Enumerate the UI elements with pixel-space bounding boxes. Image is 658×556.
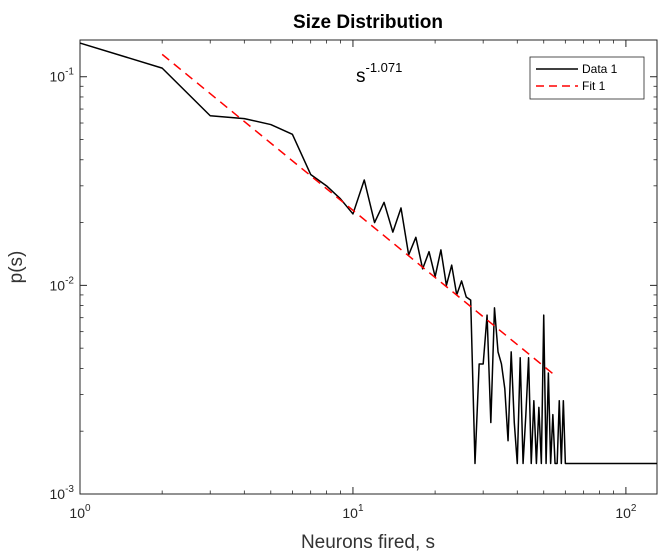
x-axis-label: Neurons fired, s	[301, 532, 435, 553]
legend: Data 1 Fit 1	[529, 56, 645, 100]
x-tick-label: 102	[615, 503, 637, 521]
x-tick-label: 100	[69, 503, 91, 521]
y-tick-label: 10-3	[50, 484, 75, 502]
y-tick-label: 10-1	[50, 67, 75, 85]
legend-box	[529, 56, 645, 100]
fit-exponent-annotation: s-1.071	[356, 60, 402, 87]
series-data-1	[79, 42, 657, 465]
minor-ticks	[80, 40, 657, 494]
major-ticks: 100 101 102 10-3 10-2 10-1	[50, 40, 657, 521]
plot-area: 100 101 102 10-3 10-2 10-1 s-1.071 Data 1 Fit 1	[50, 39, 658, 521]
y-tick-label: 10-2	[50, 275, 75, 293]
legend-entry-label: Fit 1	[582, 79, 606, 93]
axes-box	[79, 39, 658, 495]
series-line	[161, 53, 556, 377]
y-axis-label: p(s)	[6, 251, 27, 284]
series-fit-1	[161, 53, 556, 377]
chart-title: Size Distribution	[293, 12, 443, 33]
x-tick-label: 101	[342, 503, 364, 521]
series-line	[79, 42, 657, 465]
legend-entry-label: Data 1	[582, 62, 618, 76]
